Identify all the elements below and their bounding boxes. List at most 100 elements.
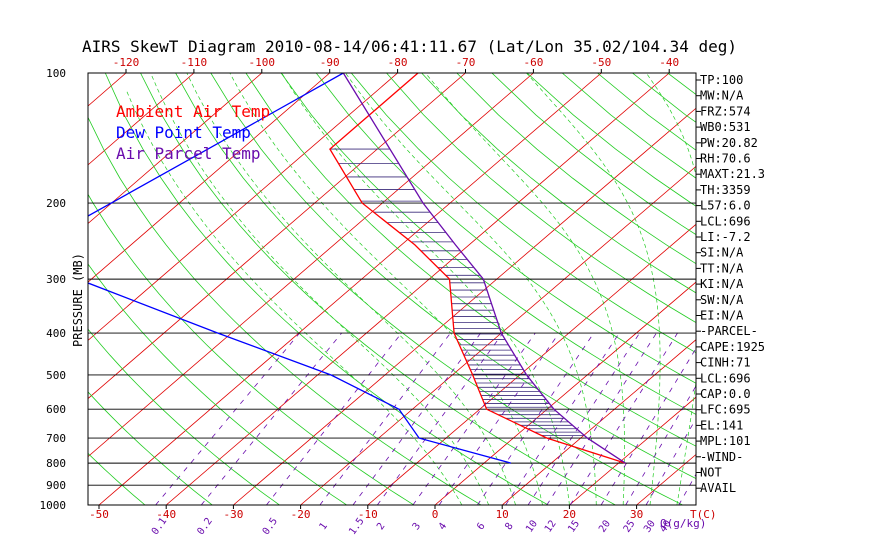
mixing-ratio-line [600, 347, 696, 505]
top-temp-tick-label: -110 [181, 56, 208, 69]
dry-adiabat-line [738, 73, 870, 505]
mixing-ratio-line [266, 332, 402, 505]
moist-adiabat-line [281, 73, 570, 505]
top-temp-tick-label: -70 [456, 56, 476, 69]
moist-adiabat-line [345, 73, 597, 505]
index-label: MW:N/A [700, 89, 744, 103]
dry-adiabat-line [175, 73, 683, 505]
mixing-ratio-line [200, 332, 342, 505]
isotherm-line [88, 73, 195, 166]
dry-adiabat-line [843, 73, 870, 505]
index-label: AVAIL [700, 481, 736, 495]
dry-adiabat-line [808, 73, 870, 505]
legend-parcel: Air Parcel Temp [116, 144, 261, 163]
series-line-0 [329, 73, 626, 464]
index-label: L57:6.0 [700, 199, 751, 213]
isotherm-line [88, 73, 466, 400]
mixing-ratio-tick-label: 4 [437, 521, 449, 532]
legend: Ambient Air Temp Dew Point Temp Air Parc… [116, 102, 270, 163]
isotherm-line [367, 223, 696, 505]
mixing-ratio-line [438, 332, 560, 505]
mixing-ratio-line [505, 332, 620, 505]
index-label: LCL:696 [700, 214, 751, 228]
bottom-temp-tick-label: -30 [223, 508, 243, 521]
mixing-ratio-tick-label: 3 [411, 521, 423, 532]
y-axis-label: PRESSURE (MB) [71, 253, 85, 347]
mixing-ratio-tick-label: 0.2 [195, 516, 214, 537]
temp-unit-label: T(C) [690, 508, 717, 521]
isotherm-line [501, 339, 696, 505]
isotherm-line [771, 73, 870, 505]
isotherm-line [88, 73, 534, 458]
bottom-temp-tick-label: 0 [432, 508, 439, 521]
series-line-1 [88, 73, 512, 464]
moist-adiabat-line [646, 73, 696, 505]
legend-dewpoint: Dew Point Temp [116, 123, 251, 142]
pressure-tick-label: 800 [46, 457, 66, 470]
dry-adiabat-line [140, 73, 616, 505]
dry-adiabat-line [0, 73, 78, 505]
bottom-temp-tick-label: 10 [496, 508, 509, 521]
index-label: LFC:695 [700, 403, 751, 417]
mixing-ratio-tick-label: 10 [524, 518, 540, 534]
isotherm-line [434, 281, 696, 505]
pressure-tick-label: 400 [46, 327, 66, 340]
moist-adiabat-line [229, 73, 543, 505]
isotherm-line [300, 165, 696, 505]
index-label: NOT [700, 466, 722, 480]
mixing-ratio-line [155, 332, 300, 505]
moist-adiabat-line [425, 73, 625, 505]
dry-adiabat-line [245, 73, 696, 447]
dry-adiabat-line [456, 73, 696, 265]
index-label: -PARCEL- [700, 324, 758, 338]
mixing-ratio-line [377, 332, 504, 505]
isotherm-line [838, 73, 870, 505]
mixing-ratio-line [625, 385, 696, 505]
top-temp-tick-label: -120 [113, 56, 140, 69]
isotherm-line [98, 73, 602, 505]
dry-adiabat-line [667, 73, 696, 95]
mixing-ratio-tick-label: 2 [375, 521, 387, 532]
index-label: LCL:696 [700, 371, 751, 385]
legend-ambient: Ambient Air Temp [116, 102, 270, 121]
index-label: SI:N/A [700, 246, 744, 260]
index-label: MPL:101 [700, 434, 751, 448]
top-temp-tick-label: -60 [523, 56, 543, 69]
mixing-ratio-line [477, 332, 595, 505]
moist-adiabat-line [126, 90, 463, 505]
pressure-tick-label: 500 [46, 369, 66, 382]
dry-adiabat-line [350, 73, 696, 354]
moist-adiabat-line [526, 73, 661, 505]
index-label: RH:70.6 [700, 152, 751, 166]
mixing-ratio-tick-label: 12 [543, 518, 559, 534]
mixing-unit-label: Q(g/kg) [660, 517, 706, 530]
pressure-tick-label: 1000 [40, 499, 67, 512]
isotherm-line [569, 396, 696, 505]
bottom-temp-tick-label: -10 [358, 508, 378, 521]
bottom-temp-tick-label: 20 [563, 508, 576, 521]
series-lines [88, 73, 626, 464]
grid-lines [0, 73, 870, 505]
mixing-ratio-tick-label: 0.5 [261, 516, 280, 537]
dry-adiabat-line [315, 73, 696, 384]
dry-adiabat-line [88, 263, 347, 505]
top-temp-tick-label: -100 [249, 56, 276, 69]
chart-title: AIRS SkewT Diagram 2010-08-14/06:41:11.6… [82, 37, 737, 56]
mixing-ratio-line [569, 332, 678, 505]
dry-adiabat-line [88, 328, 280, 505]
index-label: CAP:0.0 [700, 387, 751, 401]
index-label: FRZ:574 [700, 104, 751, 118]
index-label: MAXT:21.3 [700, 167, 765, 181]
dry-adiabat-line [773, 73, 870, 505]
mixing-ratio-tick-label: 8 [503, 521, 515, 532]
top-temp-tick-label: -40 [659, 56, 679, 69]
pressure-tick-label: 100 [46, 67, 66, 80]
index-label: LI:-7.2 [700, 230, 751, 244]
pressure-tick-label: 600 [46, 403, 66, 416]
index-label: PW:20.82 [700, 136, 758, 150]
dry-adiabat-line [88, 193, 415, 505]
index-label: EL:141 [700, 418, 743, 432]
dry-adiabat-line [88, 452, 146, 505]
